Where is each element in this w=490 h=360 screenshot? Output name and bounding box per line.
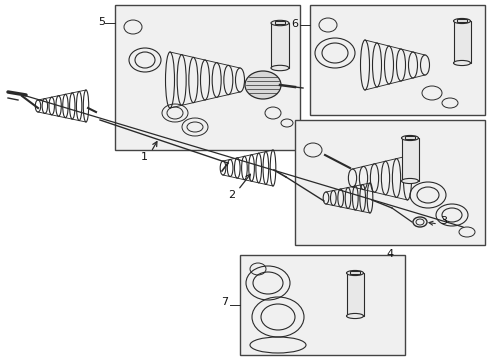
Ellipse shape: [245, 71, 281, 99]
Text: 3: 3: [440, 216, 447, 226]
Bar: [401, 138, 418, 181]
Text: 6: 6: [291, 19, 298, 29]
Bar: [310, 5, 485, 115]
Text: 2: 2: [228, 190, 235, 200]
Bar: [240, 255, 405, 355]
Bar: [405, 136, 415, 139]
Ellipse shape: [401, 179, 418, 184]
Ellipse shape: [401, 135, 418, 140]
Text: 5: 5: [98, 17, 105, 27]
Bar: [115, 5, 300, 150]
Bar: [275, 21, 285, 23]
Bar: [271, 23, 289, 68]
Text: 4: 4: [387, 249, 393, 259]
Ellipse shape: [346, 270, 364, 275]
Bar: [295, 120, 485, 245]
Ellipse shape: [271, 20, 289, 26]
Text: 7: 7: [221, 297, 228, 307]
Ellipse shape: [454, 18, 470, 23]
Ellipse shape: [454, 60, 470, 66]
Ellipse shape: [271, 65, 289, 71]
Bar: [457, 19, 466, 22]
Bar: [454, 21, 470, 63]
Bar: [346, 273, 364, 316]
Text: 1: 1: [141, 152, 148, 162]
Bar: [350, 271, 360, 274]
Ellipse shape: [346, 314, 364, 319]
